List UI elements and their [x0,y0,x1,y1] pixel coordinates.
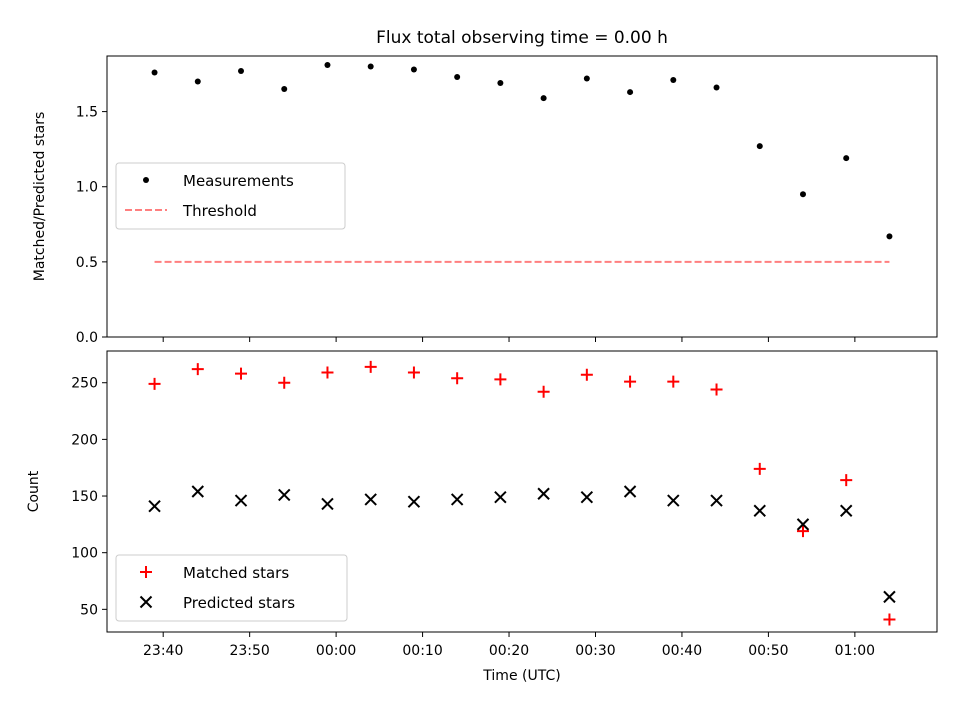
y-tick-label: 200 [71,432,98,448]
measurement-point [410,66,417,73]
measurement-point [324,62,331,69]
predicted-star-point [537,487,550,500]
predicted-star-point [840,504,853,517]
matched-star-point [796,525,809,538]
predicted-star-point [364,493,377,506]
measurement-point [540,95,547,102]
matched-star-point [451,372,464,385]
y-tick-label: 50 [80,602,98,618]
measurement-point [497,80,504,87]
predicted-star-point [234,494,248,507]
y-axis-label: Matched/Predicted stars [32,112,48,282]
plot-frame-2 [106,350,938,633]
measurement-point [670,77,677,84]
predicted-star-point [753,504,766,517]
legend-box [115,162,346,230]
matched-star-point [321,366,334,379]
y-tick-label: 1.0 [76,180,98,196]
predicted-star-point [148,500,161,513]
legend-marker-measurements [143,177,149,183]
x-axis-label: Time (UTC) [482,668,560,684]
measurement-point [281,86,288,93]
x-tick-label: 01:00 [835,643,875,659]
y-tick-label: 250 [71,376,98,392]
predicted-star-point [883,590,896,604]
predicted-star-point [450,493,464,506]
matched-star-point [537,385,550,398]
legend-label: Threshold [182,202,257,220]
y-tick-label: 100 [71,546,98,562]
measurement-point [238,68,245,75]
matched-star-point [753,462,766,475]
measurement-point [886,233,893,240]
measurement-point [583,75,590,82]
y-axis-label: Count [26,470,42,512]
x-tick-label: 00:50 [748,643,788,659]
predicted-star-point [623,485,637,498]
measurement-point [454,74,461,81]
predicted-star-point [407,495,421,508]
matched-star-point [407,366,420,379]
matched-star-point [710,383,723,396]
matched-star-point [580,368,593,381]
predicted-star-point [667,494,680,507]
measurement-point [367,63,374,70]
predicted-star-point [580,490,594,504]
predicted-star-point [278,488,291,502]
matched-star-point [191,363,204,376]
x-tick-label: 00:10 [402,643,442,659]
matched-star-point [494,373,507,386]
legend-marker-matched [140,566,152,578]
measurement-point [194,78,201,85]
predicted-star-point [191,485,204,498]
measurement-point [799,191,806,198]
measurement-point [756,143,763,150]
y-tick-label: 1.5 [76,105,98,121]
matched-star-point [364,360,377,373]
measurement-point [627,89,634,96]
legend-label: Measurements [183,172,294,190]
matched-star-point [840,474,853,487]
matched-star-point [883,613,896,626]
matched-star-point [624,375,637,388]
matched-star-point [235,367,248,380]
y-tick-label: 150 [71,489,98,505]
x-tick-label: 00:40 [662,643,702,659]
x-tick-label: 23:40 [143,643,183,659]
plot-frame-1 [106,55,938,338]
matched-star-point [667,375,680,388]
legend-box [115,554,348,622]
chart-title: Flux total observing time = 0.00 h [376,28,668,48]
predicted-star-point [796,518,810,531]
measurement-point [843,155,850,162]
legend-marker-predicted [139,595,153,609]
x-tick-label: 00:20 [489,643,529,659]
measurement-point [713,84,720,91]
matched-star-point [148,377,161,390]
y-tick-label: 0.0 [76,330,98,346]
predicted-star-point [494,490,507,504]
matched-star-point [278,376,291,389]
predicted-star-point [321,497,334,511]
y-tick-label: 0.5 [76,255,98,271]
x-tick-label: 00:00 [316,643,356,659]
legend-label: Predicted stars [183,594,295,612]
measurement-point [151,69,158,76]
x-tick-label: 00:30 [575,643,615,659]
predicted-star-point [710,494,723,507]
legend-label: Matched stars [183,564,289,582]
x-tick-label: 23:50 [229,643,269,659]
